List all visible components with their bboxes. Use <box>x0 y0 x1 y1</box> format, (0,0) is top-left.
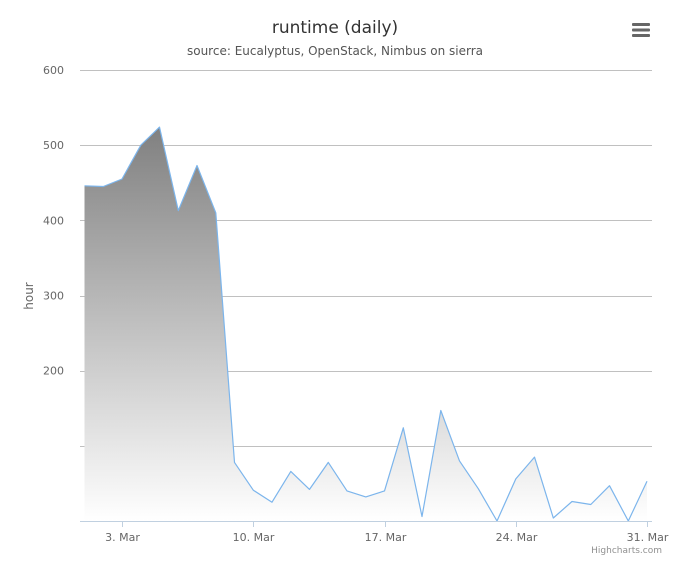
credits-link[interactable]: Highcharts.com <box>591 546 662 556</box>
series-area <box>84 127 647 521</box>
chart-title: runtime (daily) <box>272 18 398 38</box>
x-axis: 3. Mar 10. Mar 17. Mar 24. Mar 31. Mar <box>80 521 669 544</box>
y-tick-label: 400 <box>43 214 64 227</box>
x-tick-label: 24. Mar <box>496 531 538 544</box>
hamburger-menu-icon[interactable] <box>628 18 654 42</box>
y-tick-label: 300 <box>43 290 64 303</box>
chart-subtitle: source: Eucalyptus, OpenStack, Nimbus on… <box>187 44 483 58</box>
x-tick-label: 3. Mar <box>105 531 140 544</box>
x-tick-label: 10. Mar <box>233 531 275 544</box>
y-tick-label: 600 <box>43 64 64 77</box>
x-tick-label: 31. Mar <box>627 531 669 544</box>
y-tick-label: 500 <box>43 139 64 152</box>
y-tick-label: 200 <box>43 365 64 378</box>
x-tick-label: 17. Mar <box>365 531 407 544</box>
y-axis-ticks: 600 500 400 300 200 <box>43 64 64 378</box>
series-area-fill <box>85 127 648 521</box>
y-axis-label: hour <box>22 282 36 310</box>
